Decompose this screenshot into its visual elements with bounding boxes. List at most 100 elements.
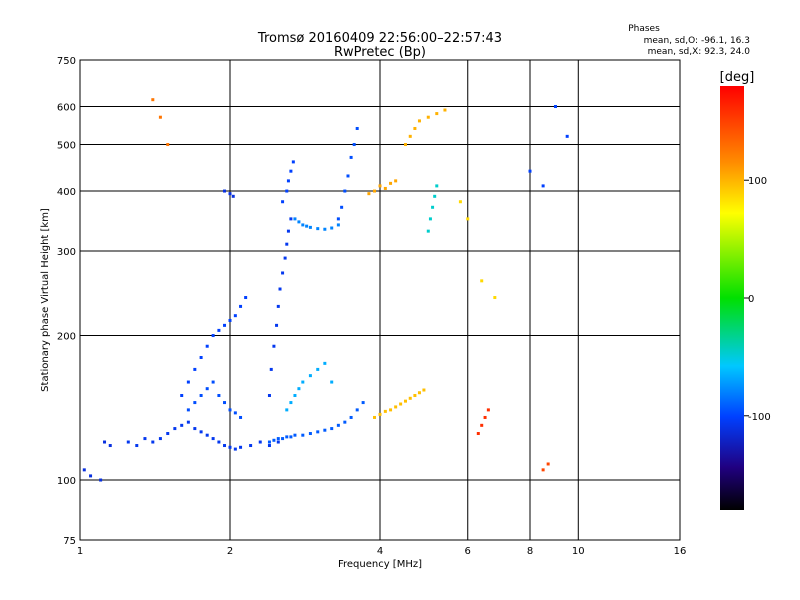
echo-point [408,134,412,138]
plot-area: 1 2 4 6 8 10 16 75 100 200 300 400 500 600 750 [57,56,686,557]
echo-point [483,415,487,419]
echo-point [272,344,276,348]
echo-point [193,367,197,371]
echo-point [275,323,279,327]
echo-point [289,401,293,405]
echo-point [217,394,221,398]
colorbar-gradient [720,86,744,510]
y-tick-label: 300 [57,247,76,258]
echo-point [283,256,287,260]
echo-point [413,126,417,130]
echo-point [422,388,426,392]
echo-point [316,430,320,434]
echo-point [399,402,403,406]
echo-point [289,217,293,221]
echo-point [373,189,377,193]
echo-point [403,143,407,147]
echo-point [546,462,550,466]
echo-point [258,440,262,444]
x-axis-title: Frequency [MHz] [338,559,422,570]
echo-point [346,174,350,178]
echo-point [166,143,170,147]
echo-point [308,374,312,378]
echo-point [286,179,290,183]
echo-point [293,217,297,221]
echo-point [417,391,421,395]
x-tick-label: 4 [377,546,383,557]
echo-point [223,444,227,448]
echo-point [486,408,490,412]
y-tick-label: 500 [57,141,76,152]
chart-title: Tromsø 20160409 22:56:00–22:57:43 [257,31,502,46]
echo-point [285,435,289,439]
echo-point [135,444,139,448]
echo-point [480,423,484,427]
x-tick-label: 8 [527,546,533,557]
echo-point [166,432,170,436]
echo-point [301,223,305,227]
echo-point [217,328,221,332]
echo-point [528,169,532,173]
echo-point [291,160,295,164]
echo-point [126,440,130,444]
echo-point [308,432,312,436]
echo-point [89,474,93,478]
x-tick-label: 10 [572,546,585,557]
colorbar-tick-label: 100 [748,176,767,187]
echo-point [151,98,155,102]
echo-point [186,420,190,424]
echo-point [330,380,334,384]
trace-points [82,98,569,482]
chart-subtitle: RwPretec (Bp) [334,45,426,60]
x-tick-label: 6 [465,546,471,557]
grid-lines [80,60,680,540]
echo-point [239,304,243,308]
y-tick-label: 200 [57,332,76,343]
colorbar-tick-label: -100 [748,412,771,423]
echo-point [276,440,280,444]
y-axis-title: Stationary phase Virtual Height [km] [40,208,51,392]
echo-point [99,478,103,482]
echo-point [349,415,353,419]
echo-point [330,226,334,230]
echo-point [233,314,237,318]
colorbar-tick-label: 0 [748,294,754,305]
colorbar-ticks: 100 0 -100 [744,176,771,423]
x-tick-labels: 1 2 4 6 8 10 16 [77,546,687,557]
echo-point [217,440,221,444]
echo-point [267,444,271,448]
echo-point [285,189,289,193]
echo-point [223,323,227,327]
echo-point [301,433,305,437]
phase-colorbar: [deg] 100 0 -100 [720,70,771,510]
echo-point [413,394,417,398]
echo-point [301,380,305,384]
echo-point [541,184,545,188]
echo-point [267,394,271,398]
echo-point [431,205,435,209]
echo-point [373,415,377,419]
x-tick-label: 1 [77,546,83,557]
echo-point [281,271,285,275]
echo-point [361,401,365,405]
echo-point [378,184,382,188]
y-tick-label: 75 [63,536,76,547]
echo-point [297,220,301,224]
echo-point [352,143,356,147]
echo-point [316,227,320,231]
echo-point [367,192,371,196]
echo-point [231,194,235,198]
echo-point [228,192,232,196]
echo-point [336,217,340,221]
echo-point [493,296,497,300]
echo-point [103,440,107,444]
echo-point [211,437,215,441]
echo-point [323,227,327,231]
echo-point [281,200,285,204]
echo-point [323,428,327,432]
echo-point [541,468,545,472]
echo-point [408,396,412,400]
echo-point [417,119,421,123]
echo-point [336,423,340,427]
echo-point [158,115,162,119]
